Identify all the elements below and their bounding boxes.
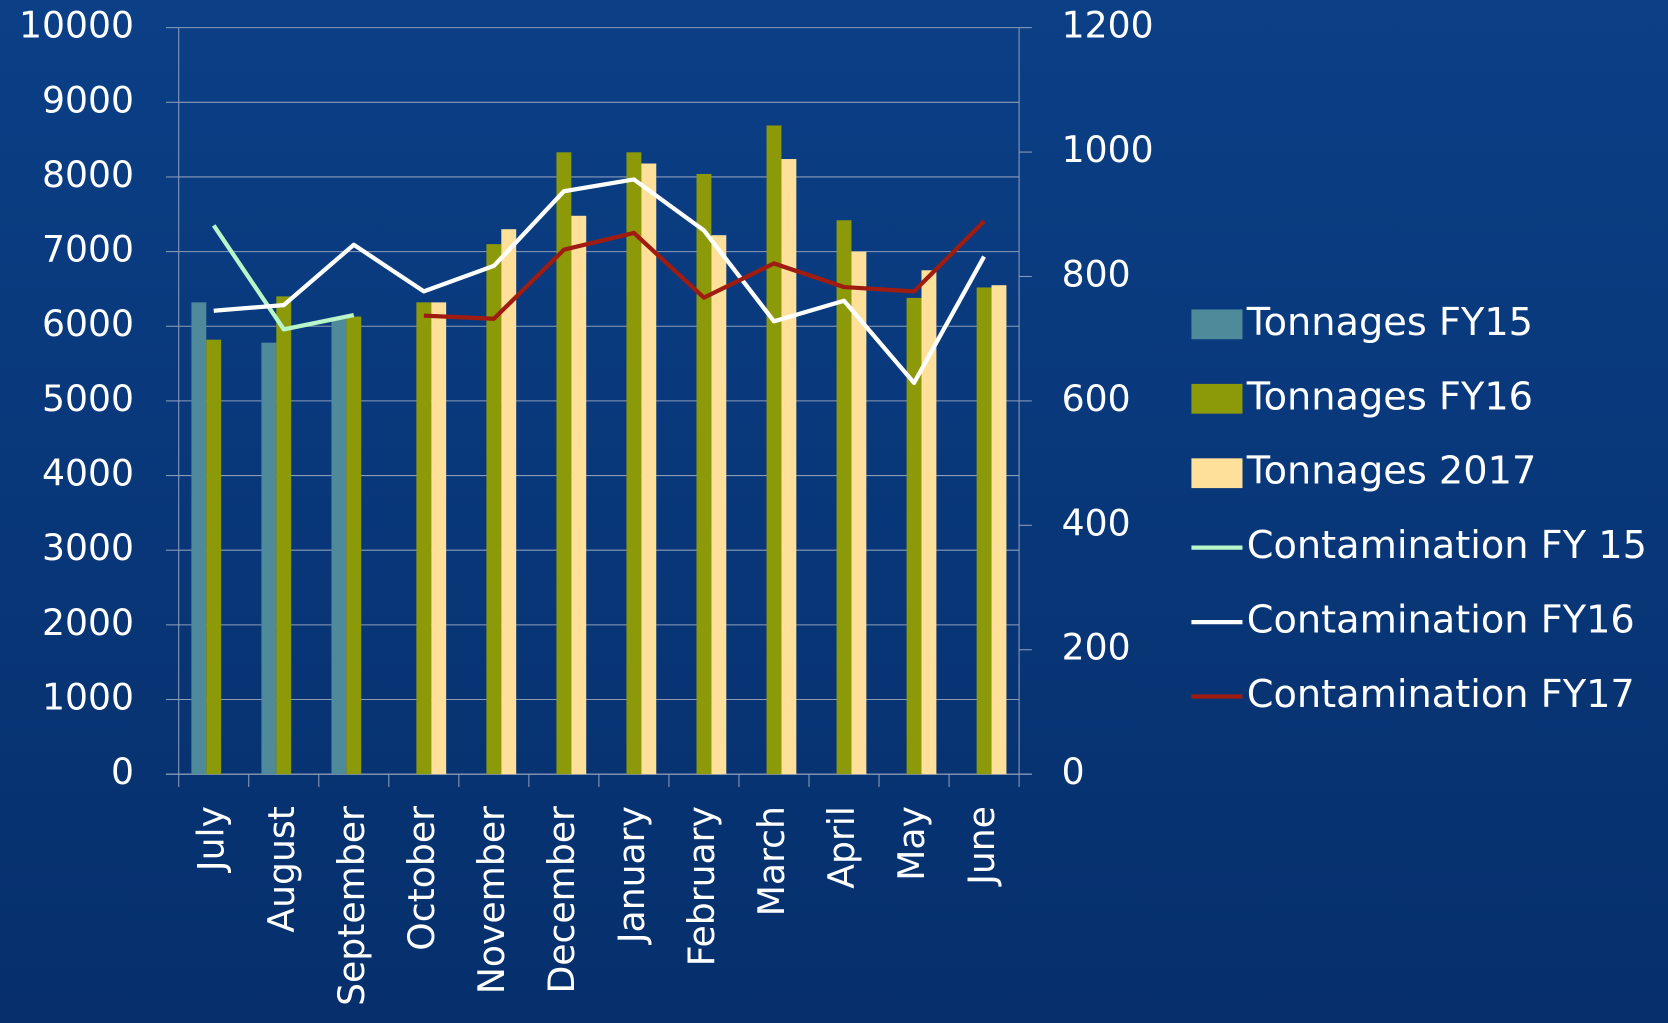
bar <box>781 159 797 775</box>
x-tick-label: October <box>400 806 443 951</box>
y-tick-label: 8000 <box>42 153 134 196</box>
bar <box>276 296 292 775</box>
bar <box>976 287 992 775</box>
y-tick-label: 7000 <box>42 228 134 271</box>
x-tick-label: April <box>820 806 863 889</box>
bar <box>836 220 852 775</box>
y-tick-label: 0 <box>111 750 134 793</box>
bar <box>556 152 572 775</box>
y2-tick-label: 0 <box>1062 750 1085 793</box>
y-tick-label: 6000 <box>42 302 134 345</box>
x-tick-label: June <box>960 806 1003 887</box>
y-tick-label: 2000 <box>42 601 134 644</box>
x-tick-label: March <box>750 806 793 916</box>
legend-label: Contamination FY 15 <box>1247 523 1647 568</box>
bar <box>416 302 432 775</box>
x-tick-label: May <box>890 806 933 881</box>
y2-tick-label: 1200 <box>1062 4 1154 47</box>
bar <box>346 316 362 775</box>
line <box>211 224 355 332</box>
legend-swatch <box>1191 309 1243 340</box>
bar <box>851 251 867 775</box>
bar <box>571 215 587 775</box>
y2-tick-label: 200 <box>1062 626 1131 669</box>
y-tick-label: 3000 <box>42 526 134 569</box>
y-tick-label: 9000 <box>42 78 134 121</box>
bar <box>486 244 502 775</box>
x-tick-label: August <box>260 806 303 933</box>
y-tick-label: 4000 <box>42 452 134 495</box>
bar <box>906 297 922 775</box>
legend-label: Tonnages 2017 <box>1246 449 1537 494</box>
y2-tick-label: 600 <box>1062 377 1131 420</box>
bar <box>261 342 277 775</box>
bar <box>206 339 222 775</box>
y2-tick-label: 800 <box>1062 252 1131 295</box>
x-tick-label: February <box>680 806 723 966</box>
bar <box>501 229 517 775</box>
legend-label: Contamination FY17 <box>1247 672 1635 717</box>
x-tick-label: November <box>470 806 513 994</box>
bar <box>921 270 937 775</box>
bar <box>431 302 447 775</box>
x-tick-label: July <box>190 806 233 873</box>
legend-label: Tonnages FY15 <box>1246 300 1533 345</box>
bar <box>331 318 347 775</box>
y-tick-label: 1000 <box>42 676 134 719</box>
bar <box>766 125 782 775</box>
legend-swatch <box>1191 458 1243 489</box>
line <box>213 177 986 385</box>
bar <box>626 152 642 775</box>
legend-swatch <box>1191 383 1243 414</box>
line <box>423 219 986 321</box>
bar <box>711 235 727 775</box>
bar <box>191 302 207 775</box>
bar <box>696 173 712 775</box>
x-tick-label: December <box>540 806 583 994</box>
x-tick-label: September <box>330 806 373 1006</box>
y2-tick-label: 1000 <box>1062 128 1154 171</box>
y-tick-label: 5000 <box>42 377 134 420</box>
legend-label: Tonnages FY16 <box>1246 374 1533 419</box>
legend-label: Contamination FY16 <box>1247 598 1635 643</box>
y2-tick-label: 400 <box>1062 501 1131 544</box>
bar <box>991 285 1007 775</box>
x-tick-label: January <box>610 806 653 945</box>
bar <box>641 163 657 775</box>
y-tick-label: 10000 <box>19 4 134 47</box>
